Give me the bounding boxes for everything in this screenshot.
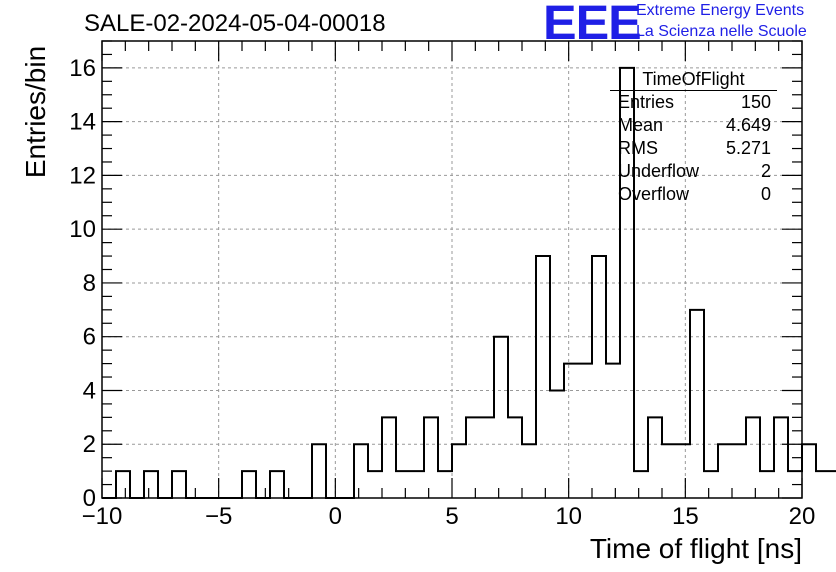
histogram-bin	[830, 471, 836, 498]
histogram-bin	[116, 471, 130, 498]
stats-row-mean: Mean 4.649	[610, 114, 777, 137]
stats-box: TimeOfFlight Entries 150 Mean 4.649 RMS …	[610, 68, 777, 206]
eee-logo: EEE	[543, 0, 642, 50]
histogram-bin	[704, 471, 718, 498]
histogram-bin	[270, 471, 284, 498]
histogram-bin	[424, 417, 438, 498]
histogram-bin	[802, 444, 816, 498]
histogram-bin	[354, 444, 368, 498]
histogram-bin	[452, 444, 466, 498]
stats-label: Entries	[618, 92, 675, 112]
histogram-bin	[746, 417, 760, 498]
x-tick-label: 15	[672, 503, 699, 530]
stats-label: RMS	[618, 138, 658, 158]
stats-value: 5.271	[725, 138, 771, 158]
histogram-bin	[564, 364, 578, 498]
histogram-bin	[592, 256, 606, 498]
axis-ticks	[101, 40, 803, 499]
histogram-bin	[550, 390, 564, 498]
y-tick-label: 4	[83, 377, 96, 404]
histogram-bin	[634, 471, 648, 498]
x-tick-label: 20	[789, 503, 816, 530]
histogram-bin	[410, 471, 424, 498]
histogram-bin	[466, 417, 480, 498]
y-tick-label: 0	[83, 485, 96, 512]
y-tick-label: 8	[83, 270, 96, 297]
stats-value: 4.649	[725, 115, 771, 135]
histogram-bin	[760, 471, 774, 498]
y-tick-label: 10	[69, 216, 96, 243]
histogram-bin	[172, 471, 186, 498]
stats-title: TimeOfFlight	[610, 68, 777, 91]
histogram-bin	[480, 417, 494, 498]
stats-label: Overflow	[618, 184, 690, 204]
stats-label: Mean	[618, 115, 664, 135]
histogram-bin	[774, 417, 788, 498]
logo-line-1: Extreme Energy Events	[636, 2, 805, 19]
stats-row-underflow: Underflow 2	[610, 160, 777, 183]
histogram-bin	[648, 417, 662, 498]
y-axis-label: Entries/bin	[20, 45, 51, 179]
y-tick-label: 6	[83, 324, 96, 351]
stats-value: 150	[740, 92, 771, 112]
histogram-bin	[312, 444, 326, 498]
histogram-bin	[676, 444, 690, 498]
chart-title: SALE-02-2024-05-04-00018	[84, 10, 386, 37]
x-tick-label: −5	[205, 503, 232, 530]
histogram-bin	[368, 471, 382, 498]
grid-lines	[102, 41, 802, 498]
stats-value: 0	[760, 184, 771, 204]
histogram-bin	[606, 364, 620, 498]
histogram-bin	[508, 417, 522, 498]
x-tick-label: −10	[82, 503, 123, 530]
x-tick-label: 5	[445, 503, 458, 530]
histogram-bin	[536, 256, 550, 498]
y-tick-label: 2	[83, 431, 96, 458]
histogram-bin	[690, 310, 704, 498]
histogram-bin	[438, 471, 452, 498]
histogram-bin	[578, 364, 592, 498]
histogram-bin	[522, 444, 536, 498]
stats-label: Underflow	[618, 161, 700, 181]
x-tick-label: 10	[555, 503, 582, 530]
x-axis-label: Time of flight [ns]	[589, 533, 802, 564]
histogram-bin	[718, 444, 732, 498]
histogram-bin	[816, 471, 830, 498]
histogram-bin	[382, 417, 396, 498]
histogram-bin	[144, 471, 158, 498]
y-tick-label: 12	[69, 162, 96, 189]
stats-row-overflow: Overflow 0	[610, 183, 777, 206]
histogram-bin	[242, 471, 256, 498]
stats-row-entries: Entries 150	[610, 91, 777, 114]
histogram-bin	[494, 337, 508, 498]
histogram-bin	[396, 471, 410, 498]
histogram-bin	[662, 444, 676, 498]
stats-row-rms: RMS 5.271	[610, 137, 777, 160]
stats-value: 2	[760, 161, 771, 181]
x-tick-label: 0	[329, 503, 342, 530]
y-tick-label: 14	[69, 109, 96, 136]
y-tick-label: 16	[69, 55, 96, 82]
histogram-bin	[732, 444, 746, 498]
logo-line-2: La Scienza nelle Scuole	[636, 23, 807, 40]
